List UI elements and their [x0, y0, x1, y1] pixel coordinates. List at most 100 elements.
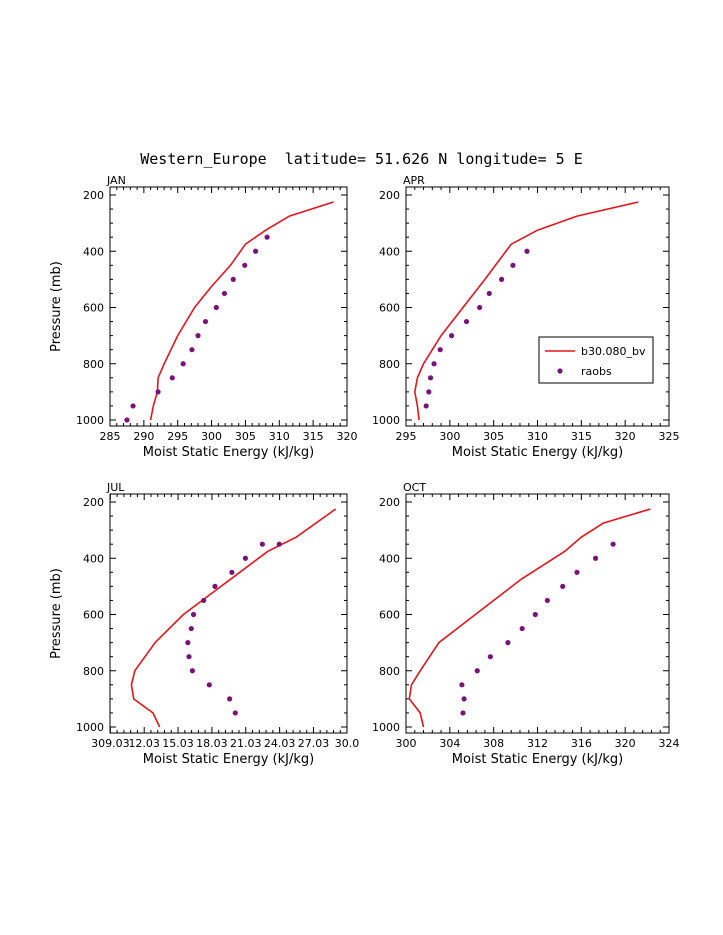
y-axis-label: Pressure (mb)	[49, 568, 64, 659]
raobs-point	[610, 541, 616, 547]
x-tick-label: 310	[269, 430, 290, 443]
legend-box	[538, 336, 654, 384]
raobs-point	[124, 417, 130, 423]
raobs-point	[276, 541, 282, 547]
legend-entry-label: b30.080_bv	[581, 345, 646, 358]
x-tick-label: 295	[167, 430, 188, 443]
raobs-point	[189, 668, 195, 674]
raobs-point	[206, 682, 212, 688]
legend-entry-label: raobs	[581, 365, 612, 378]
raobs-point	[242, 262, 248, 268]
raobs-point	[427, 375, 434, 381]
panel-label: JUL	[106, 481, 125, 494]
raobs-point	[188, 625, 194, 632]
raobs-point	[461, 696, 467, 702]
raobs-point	[185, 640, 191, 646]
plot-frame	[109, 186, 348, 427]
page-title: Western_Europe latitude= 51.626 N longit…	[140, 150, 583, 168]
x-tick-label: 308	[483, 737, 504, 750]
raobs-point	[227, 696, 233, 702]
y-tick-label: 200	[83, 189, 104, 202]
x-tick-label: 309.03	[91, 737, 130, 750]
x-tick-label: 320	[337, 430, 358, 443]
series-line-b30.080_bv	[130, 508, 337, 728]
y-tick-label: 200	[83, 496, 104, 509]
legend-dot-swatch	[557, 368, 563, 374]
raobs-point	[213, 304, 219, 311]
y-tick-label: 400	[83, 245, 104, 258]
x-tick-label: 305	[483, 430, 504, 443]
raobs-point	[437, 347, 443, 353]
y-tick-label: 800	[83, 358, 104, 371]
raobs-point	[498, 276, 505, 282]
raobs-point	[232, 710, 238, 716]
x-axis-label: Moist Static Energy (kJ/kg)	[143, 752, 314, 767]
raobs-point	[592, 555, 599, 561]
raobs-point	[201, 597, 207, 604]
y-tick-label: 400	[379, 552, 400, 565]
raobs-point	[486, 290, 492, 297]
x-tick-label: 290	[133, 430, 154, 443]
x-tick-label: 295	[396, 430, 417, 443]
x-tick-label: 300	[396, 737, 417, 750]
x-tick-label: 320	[615, 737, 636, 750]
raobs-point	[560, 583, 566, 589]
y-tick-label: 600	[379, 302, 400, 315]
series-line-b30.080_bv	[408, 508, 651, 728]
y-axis-label: Pressure (mb)	[49, 261, 64, 352]
panel-label: JAN	[106, 174, 126, 187]
x-tick-label: 315	[571, 430, 592, 443]
raobs-point	[189, 347, 195, 353]
y-tick-label: 400	[379, 245, 400, 258]
x-tick-label: 18.03	[196, 737, 228, 750]
raobs-point	[212, 583, 218, 589]
x-tick-label: 310	[527, 430, 548, 443]
x-tick-label: 316	[571, 737, 592, 750]
raobs-point	[242, 555, 249, 561]
x-tick-label: 27.03	[298, 737, 330, 750]
panel-label: OCT	[403, 481, 426, 494]
raobs-point	[510, 262, 516, 268]
x-tick-label: 304	[439, 737, 460, 750]
x-tick-label: 15.03	[162, 737, 194, 750]
panel-label: APR	[403, 174, 425, 187]
raobs-point	[264, 234, 270, 240]
raobs-point	[505, 640, 511, 646]
raobs-point	[202, 318, 209, 325]
raobs-point	[190, 611, 197, 618]
x-tick-label: 285	[100, 430, 121, 443]
x-tick-label: 305	[235, 430, 256, 443]
raobs-point	[448, 333, 455, 339]
y-tick-label: 800	[379, 665, 400, 678]
x-tick-label: 300	[201, 430, 222, 443]
raobs-point	[544, 597, 550, 604]
raobs-point	[532, 611, 538, 618]
raobs-point	[423, 403, 429, 409]
raobs-point	[130, 403, 136, 409]
x-tick-label: 12.03	[128, 737, 160, 750]
raobs-point	[477, 304, 483, 311]
raobs-point	[460, 710, 466, 716]
raobs-point	[474, 668, 480, 674]
y-tick-label: 1000	[76, 721, 104, 734]
raobs-point	[459, 682, 465, 688]
y-tick-label: 600	[83, 302, 104, 315]
x-axis-label: Moist Static Energy (kJ/kg)	[452, 752, 623, 767]
raobs-point	[519, 625, 525, 632]
raobs-point	[169, 375, 175, 381]
x-tick-label: 30.0	[335, 737, 360, 750]
raobs-point	[259, 541, 265, 547]
raobs-point	[426, 389, 432, 395]
raobs-point	[574, 569, 580, 575]
y-tick-label: 800	[83, 665, 104, 678]
x-tick-label: 24.03	[264, 737, 296, 750]
raobs-point	[230, 276, 236, 282]
raobs-point	[195, 333, 201, 339]
y-tick-label: 1000	[76, 414, 104, 427]
plot-frame	[109, 493, 348, 734]
